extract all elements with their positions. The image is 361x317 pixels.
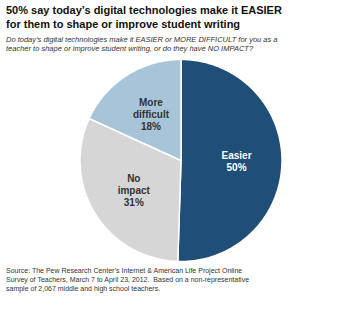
html-text:Do today’s digital technologie: Do today’s digital technologies make it … <box>6 34 278 53</box>
svg-text:Noimpact31%: Noimpact31% <box>118 173 151 208</box>
svg-text:Moredifficult18%: Moredifficult18% <box>133 97 170 132</box>
html-text:Source: The Pew Research Cente: Source: The Pew Research Center’s Intern… <box>6 267 250 292</box>
svg-text:Easier50%: Easier50% <box>222 150 252 173</box>
html-text:50% say today’s digital techno: 50% say today’s digital technologies mak… <box>6 4 282 30</box>
